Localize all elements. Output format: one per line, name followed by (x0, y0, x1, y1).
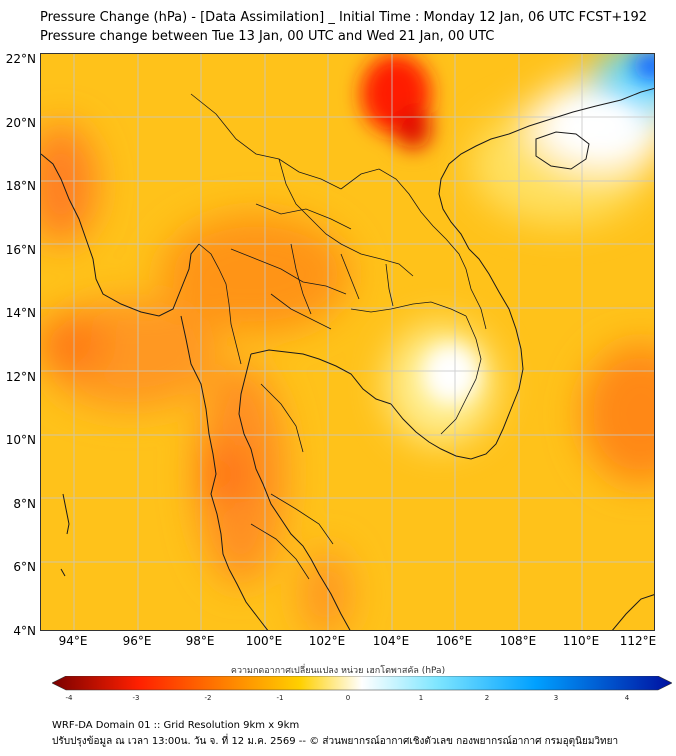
cb-tick-m1: -1 (276, 694, 284, 702)
cb-tick-0: 0 (345, 694, 351, 702)
lon-label-112: 112°E (619, 634, 657, 648)
cb-tick-m4: -4 (65, 694, 73, 702)
pressure-change-map[interactable] (40, 53, 655, 631)
cb-tick-3: 3 (553, 694, 559, 702)
chart-title: Pressure Change (hPa) - [Data Assimilati… (40, 10, 648, 25)
lon-label-106: 106°E (435, 634, 473, 648)
lat-label-4: 4°N (13, 624, 36, 638)
lat-label-14: 14°N (5, 306, 36, 320)
lon-label-96: 96°E (122, 634, 152, 648)
cb-tick-m2: -2 (204, 694, 212, 702)
colorbar-title: ความกดอากาศเปลี่ยนแปลง หน่วย เฮกโตพาสคัล… (230, 666, 446, 676)
lon-label-110: 110°E (562, 634, 600, 648)
cb-tick-4: 4 (624, 694, 630, 702)
lon-label-102: 102°E (308, 634, 346, 648)
lat-label-22: 22°N (5, 52, 36, 66)
cb-tick-1: 1 (418, 694, 424, 702)
colorbar (52, 676, 672, 691)
lat-label-12: 12°N (5, 370, 36, 384)
cb-tick-m3: -3 (132, 694, 140, 702)
lon-label-94: 94°E (58, 634, 88, 648)
colorbar-ramp (52, 676, 672, 691)
footer-credit: ปรับปรุงข้อมูล ณ เวลา 13:00น. วัน จ. ที่… (52, 736, 619, 747)
lon-label-104: 104°E (372, 634, 410, 648)
pressure-extremes (361, 54, 654, 404)
lat-label-18: 18°N (5, 179, 36, 193)
chart-subtitle: Pressure change between Tue 13 Jan, 00 U… (40, 29, 495, 44)
lat-label-8: 8°N (13, 497, 36, 511)
cb-tick-2: 2 (484, 694, 490, 702)
lat-label-6: 6°N (13, 560, 36, 574)
lat-label-10: 10°N (5, 433, 36, 447)
lon-label-108: 108°E (499, 634, 537, 648)
lon-label-100: 100°E (245, 634, 283, 648)
country-borders (190, 93, 487, 580)
lat-label-16: 16°N (5, 243, 36, 257)
lon-label-98: 98°E (185, 634, 215, 648)
coastlines (41, 88, 654, 630)
lat-label-20: 20°N (5, 116, 36, 130)
footer-model-info: WRF-DA Domain 01 :: Grid Resolution 9km … (52, 720, 300, 731)
